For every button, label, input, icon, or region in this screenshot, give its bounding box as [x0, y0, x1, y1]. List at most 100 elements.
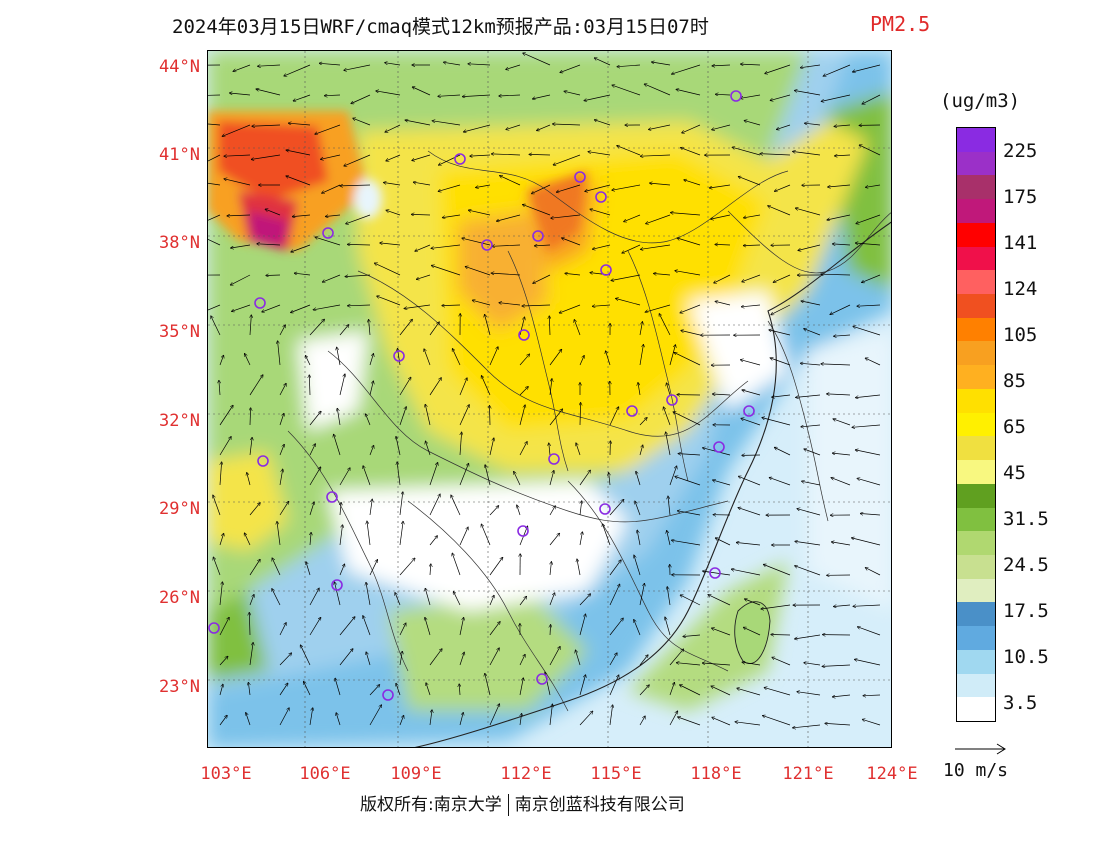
wind-vector: [366, 414, 371, 426]
wind-vector: [856, 214, 881, 224]
wind-vector: [336, 713, 341, 726]
wind-vector: [676, 89, 701, 96]
city-marker[interactable]: [518, 329, 530, 341]
wind-vector: [742, 390, 761, 396]
city-marker[interactable]: [536, 673, 548, 685]
wind-vector: [832, 542, 851, 546]
wind-vector: [399, 623, 406, 636]
wind-vector: [713, 394, 731, 395]
city-marker[interactable]: [331, 579, 343, 591]
city-marker[interactable]: [548, 453, 560, 465]
wind-vector: [835, 155, 851, 156]
wind-vector: [339, 325, 349, 336]
wind-vector: [775, 184, 791, 191]
wind-vector: [652, 62, 671, 66]
wind-vector: [821, 364, 851, 365]
wind-vector: [386, 210, 401, 216]
wind-vector: [853, 605, 881, 606]
wind-vector: [249, 595, 254, 606]
wind-vector: [346, 214, 371, 224]
wind-vector: [432, 121, 461, 126]
wind-vector: [482, 376, 491, 396]
wind-vector: [609, 473, 610, 486]
wind-vector: [801, 301, 821, 306]
legend-label: 225: [1003, 140, 1038, 162]
map-panel[interactable]: [207, 50, 892, 748]
wind-vector: [549, 593, 555, 606]
city-marker[interactable]: [574, 171, 586, 183]
city-marker[interactable]: [713, 441, 725, 453]
city-marker[interactable]: [599, 503, 611, 515]
city-marker[interactable]: [626, 405, 638, 417]
wind-vector: [827, 214, 851, 220]
city-marker[interactable]: [600, 264, 612, 276]
wind-vector: [399, 558, 415, 576]
wind-vector: [313, 304, 341, 310]
wind-vector: [833, 453, 851, 456]
legend-swatch: [957, 246, 995, 271]
city-marker[interactable]: [208, 622, 220, 634]
wind-vector: [279, 445, 284, 456]
city-marker[interactable]: [322, 227, 334, 239]
city-marker[interactable]: [393, 350, 405, 362]
wind-vector: [279, 384, 286, 396]
city-marker[interactable]: [257, 455, 269, 467]
city-marker[interactable]: [254, 297, 266, 309]
city-marker[interactable]: [382, 689, 394, 701]
lon-label: 115°E: [590, 764, 642, 784]
wind-vector: [744, 214, 761, 218]
city-marker[interactable]: [743, 405, 755, 417]
legend-swatch: [957, 222, 995, 248]
wind-vector: [765, 64, 791, 74]
wind-vector: [683, 635, 701, 637]
city-marker[interactable]: [532, 230, 544, 242]
wind-vector: [425, 589, 431, 606]
city-marker[interactable]: [666, 394, 678, 406]
city-marker[interactable]: [326, 491, 338, 503]
city-marker[interactable]: [595, 191, 607, 203]
wind-vector: [574, 320, 581, 336]
wind-vector: [489, 622, 500, 636]
wind-vector: [708, 595, 731, 606]
wind-vector: [245, 533, 251, 546]
wind-vector: [231, 244, 251, 248]
wind-vector: [550, 625, 551, 636]
wind-vector: [322, 184, 341, 193]
wind-vector: [396, 437, 401, 456]
wind-vector: [208, 123, 221, 126]
wind-vector: [265, 209, 281, 216]
wind-vector: [473, 300, 491, 306]
wind-vector: [533, 94, 551, 99]
wind-vector: [771, 304, 791, 315]
wind-vector: [617, 64, 641, 67]
wind-vector: [415, 244, 431, 251]
wind-vector: [246, 713, 251, 726]
wind-vector: [703, 571, 731, 576]
legend-swatch: [957, 199, 995, 224]
city-marker[interactable]: [481, 239, 493, 251]
wind-vector: [797, 692, 821, 696]
wind-vector: [459, 464, 469, 486]
wind-vector: [645, 84, 671, 96]
chart-title: 2024年03月15日WRF/cmaq模式12km预报产品:03月15日07时: [172, 16, 709, 38]
city-marker[interactable]: [517, 525, 529, 537]
wind-vector: [856, 243, 881, 246]
wind-vector: [770, 358, 791, 366]
wind-vector: [309, 444, 315, 456]
wind-vector: [224, 179, 251, 186]
wind-vector: [315, 237, 341, 246]
city-marker[interactable]: [730, 90, 742, 102]
legend-label: 31.5: [1003, 508, 1049, 530]
wind-vector: [340, 185, 371, 186]
wind-vector: [681, 331, 701, 336]
wind-vector: [519, 678, 523, 696]
wind-vector: [279, 469, 283, 486]
wind-vectors: [208, 53, 881, 728]
city-marker[interactable]: [709, 567, 721, 579]
legend-swatch: [957, 388, 995, 414]
city-marker[interactable]: [454, 153, 466, 165]
wind-vector: [426, 683, 431, 696]
wind-vector: [489, 347, 498, 366]
wind-vector: [211, 316, 221, 336]
wind-vector: [612, 85, 641, 96]
